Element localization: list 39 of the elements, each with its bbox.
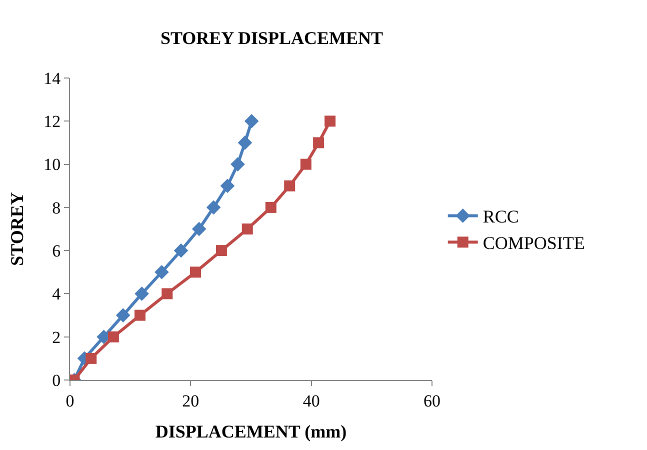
- chart-title: STOREY DISPLACEMENT: [160, 28, 384, 48]
- point: [284, 180, 296, 192]
- x-tick-label: 40: [302, 391, 320, 410]
- y-tick-label: 2: [52, 328, 61, 347]
- point: [174, 243, 188, 258]
- point: [134, 286, 149, 301]
- legend-label: RCC: [482, 206, 519, 227]
- point: [154, 264, 169, 280]
- point: [216, 245, 227, 256]
- y-tick-label: 8: [52, 198, 61, 218]
- point: [192, 222, 206, 236]
- legend-label: COMPOSITE: [482, 233, 585, 254]
- point: [324, 116, 336, 127]
- point: [134, 310, 146, 321]
- point: [230, 157, 245, 172]
- y-tick-label: 6: [52, 242, 61, 261]
- point: [116, 308, 130, 322]
- x-tick-label: 0: [66, 391, 74, 410]
- x-axis-title: DISPLACEMENT (mm): [155, 422, 347, 442]
- y-tick-label: 0: [52, 370, 61, 390]
- point: [206, 200, 221, 215]
- point: [300, 158, 312, 170]
- y-tick-label: 10: [44, 155, 61, 174]
- y-tick-label: 4: [52, 284, 62, 304]
- point: [242, 224, 253, 234]
- point: [244, 114, 259, 128]
- point: [108, 331, 119, 342]
- point: [238, 136, 252, 150]
- point: [220, 178, 235, 194]
- x-tick-label: 60: [424, 391, 440, 410]
- point: [313, 137, 324, 148]
- point: [265, 202, 276, 213]
- y-tick-label: 12: [44, 112, 61, 132]
- x-tick-label: 20: [182, 391, 200, 410]
- point: [162, 288, 173, 300]
- y-tick-label: 14: [44, 68, 62, 88]
- y-axis-title: STOREY: [6, 192, 27, 266]
- point: [190, 266, 201, 278]
- point: [86, 352, 97, 364]
